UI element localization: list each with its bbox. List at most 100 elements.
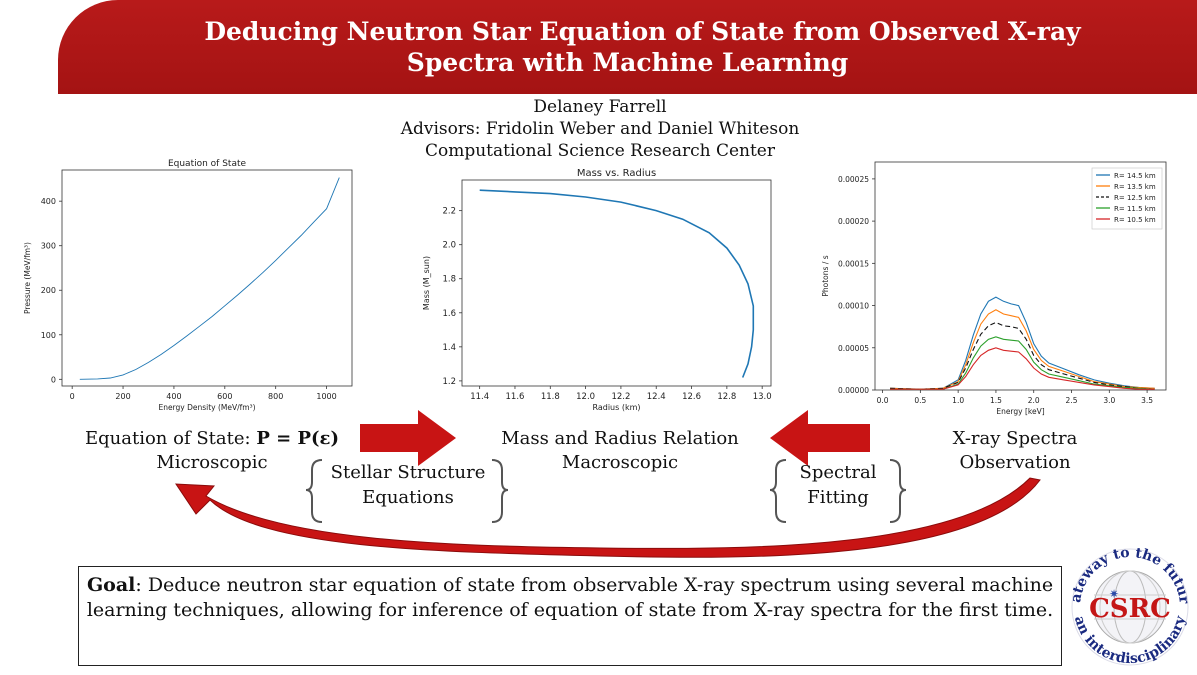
y-tick-label: 0.00020 bbox=[838, 217, 869, 226]
x-tick-label: 13.0 bbox=[753, 392, 772, 402]
title-line-2: Spectra with Machine Learning bbox=[406, 48, 849, 77]
mass-radius-plot-svg: Mass vs. Radius 11.4 11.6 11.8 12.0 12.2 12.4 1… bbox=[422, 168, 772, 412]
goal-label: Goal bbox=[86, 574, 136, 596]
x-tick-label: 1000 bbox=[316, 392, 336, 401]
logo-center-text: CSRC bbox=[1089, 594, 1171, 624]
eos-plot-svg: Equation of State 0 200 400 600 800 1000 0 100 20… bbox=[23, 159, 353, 412]
x-tick-label: 12.0 bbox=[576, 392, 595, 402]
y-tick-label: 2.2 bbox=[442, 207, 456, 217]
xray-caption-line2: Observation bbox=[959, 452, 1071, 473]
y-tick-label: 0 bbox=[51, 375, 56, 384]
right-arrow-icon bbox=[360, 410, 456, 466]
x-tick-label: 11.8 bbox=[541, 392, 560, 402]
eos-caption: Equation of State: P = P(ε) Microscopic bbox=[52, 427, 372, 475]
chart-title: Mass vs. Radius bbox=[577, 168, 656, 179]
x-tick-label: 1.5 bbox=[990, 396, 1002, 405]
y-tick-label: 0.00000 bbox=[838, 386, 869, 395]
y-tick-label: 0.00025 bbox=[838, 175, 869, 184]
x-tick-label: 600 bbox=[217, 392, 232, 401]
x-tick-label: 200 bbox=[115, 392, 130, 401]
x-tick-label: 3.5 bbox=[1141, 396, 1153, 405]
y-axis-label: Pressure (MeV/fm³) bbox=[23, 242, 32, 314]
x-axis-label: Energy Density (MeV/fm³) bbox=[158, 403, 255, 412]
csrc-logo: CSRC gateway to the future an interdisci… bbox=[1061, 531, 1194, 675]
y-tick-label: 1.8 bbox=[442, 275, 456, 285]
series-line bbox=[890, 336, 1155, 390]
x-tick-label: 11.4 bbox=[470, 392, 489, 402]
legend-entry: R= 13.5 km bbox=[1114, 183, 1156, 191]
logo-star-icon: ✷ bbox=[1109, 587, 1119, 601]
legend-entry: R= 10.5 km bbox=[1114, 216, 1156, 224]
mass-radius-caption: Mass and Radius Relation Macroscopic bbox=[480, 427, 760, 475]
title-line-1: Deducing Neutron Star Equation of State … bbox=[204, 17, 1081, 46]
eos-plot: Equation of State 0 200 400 600 800 1000 0 100 20… bbox=[12, 158, 362, 414]
title-banner: Deducing Neutron Star Equation of State … bbox=[58, 0, 1197, 94]
eos-caption-sub: Microscopic bbox=[156, 452, 268, 473]
y-axis-label: Photons / s bbox=[821, 255, 830, 296]
x-tick-label: 12.6 bbox=[682, 392, 701, 402]
right-brace-icon bbox=[491, 459, 509, 523]
x-tick-label: 12.4 bbox=[647, 392, 666, 402]
right-brace-icon bbox=[889, 459, 907, 523]
stellar-structure-line2: Equations bbox=[362, 487, 454, 508]
x-tick-label: 0.5 bbox=[914, 396, 926, 405]
y-tick-label: 1.6 bbox=[442, 309, 456, 319]
legend-entry: R= 11.5 km bbox=[1114, 205, 1156, 213]
spectral-fitting-line1: Spectral bbox=[799, 462, 877, 483]
y-tick-label: 2.0 bbox=[442, 241, 456, 251]
x-tick-label: 800 bbox=[268, 392, 283, 401]
y-tick-label: 100 bbox=[41, 331, 56, 340]
y-tick-label: 300 bbox=[41, 242, 56, 251]
y-tick-label: 1.2 bbox=[442, 377, 456, 387]
legend-entry: R= 12.5 km bbox=[1114, 194, 1156, 202]
left-brace-icon bbox=[769, 459, 787, 523]
xray-spectra-plot-svg: 0.0 0.5 1.0 1.5 2.0 2.5 3.0 3.5 0.00000 0.00005 0.… bbox=[821, 161, 1167, 416]
x-tick-label: 400 bbox=[166, 392, 181, 401]
author-block: Delaney Farrell Advisors: Fridolin Weber… bbox=[300, 96, 900, 162]
y-tick-label: 0.00005 bbox=[838, 344, 869, 353]
spectral-fitting-label: Spectral Fitting bbox=[782, 460, 894, 510]
mass-radius-caption-line2: Macroscopic bbox=[561, 452, 679, 473]
x-tick-label: 2.5 bbox=[1066, 396, 1078, 405]
series-line bbox=[479, 189, 755, 378]
y-tick-label: 0.00015 bbox=[838, 259, 869, 268]
xray-spectra-plot: 0.0 0.5 1.0 1.5 2.0 2.5 3.0 3.5 0.00000 0.00005 0.… bbox=[818, 156, 1180, 418]
x-tick-label: 1.0 bbox=[952, 396, 964, 405]
x-tick-label: 0.0 bbox=[877, 396, 889, 405]
x-tick-label: 0 bbox=[70, 392, 75, 401]
plot-frame bbox=[461, 179, 772, 387]
eos-caption-label: Equation of State: bbox=[84, 428, 251, 449]
x-tick-label: 11.6 bbox=[506, 392, 525, 402]
series-line bbox=[890, 296, 1155, 390]
x-axis-label: Radius (km) bbox=[592, 403, 640, 412]
x-tick-label: 3.0 bbox=[1103, 396, 1115, 405]
xray-caption-line1: X-ray Spectra bbox=[952, 428, 1078, 449]
xray-caption: X-ray Spectra Observation bbox=[920, 427, 1110, 475]
x-tick-label: 12.2 bbox=[611, 392, 630, 402]
institution-line: Computational Science Research Center bbox=[424, 141, 775, 161]
mass-radius-plot: Mass vs. Radius 11.4 11.6 11.8 12.0 12.2 12.4 1… bbox=[415, 162, 785, 417]
stellar-structure-line1: Stellar Structure bbox=[330, 462, 486, 483]
x-tick-label: 12.8 bbox=[717, 392, 736, 402]
plot-frame bbox=[61, 169, 353, 387]
y-tick-label: 1.4 bbox=[442, 343, 456, 353]
left-brace-icon bbox=[305, 459, 323, 523]
x-axis-label: Energy [keV] bbox=[996, 407, 1044, 416]
eos-formula: P = P(ε) bbox=[256, 428, 339, 449]
series-line bbox=[890, 347, 1155, 390]
y-tick-label: 0.00010 bbox=[838, 302, 869, 311]
left-arrow-icon bbox=[770, 410, 870, 466]
mass-radius-caption-line1: Mass and Radius Relation bbox=[501, 428, 739, 449]
y-axis-label: Mass (M_sun) bbox=[422, 256, 431, 310]
series-line bbox=[79, 177, 340, 380]
curved-feedback-arrow-icon bbox=[175, 477, 1041, 558]
series-line bbox=[890, 309, 1155, 390]
y-tick-label: 200 bbox=[41, 286, 56, 295]
spectral-fitting-line2: Fitting bbox=[807, 487, 869, 508]
advisors-line: Advisors: Fridolin Weber and Daniel Whit… bbox=[400, 119, 800, 139]
author-name: Delaney Farrell bbox=[533, 97, 667, 117]
stellar-structure-label: Stellar Structure Equations bbox=[316, 460, 500, 510]
legend-entry: R= 14.5 km bbox=[1114, 172, 1156, 180]
chart-title: Equation of State bbox=[168, 159, 247, 169]
